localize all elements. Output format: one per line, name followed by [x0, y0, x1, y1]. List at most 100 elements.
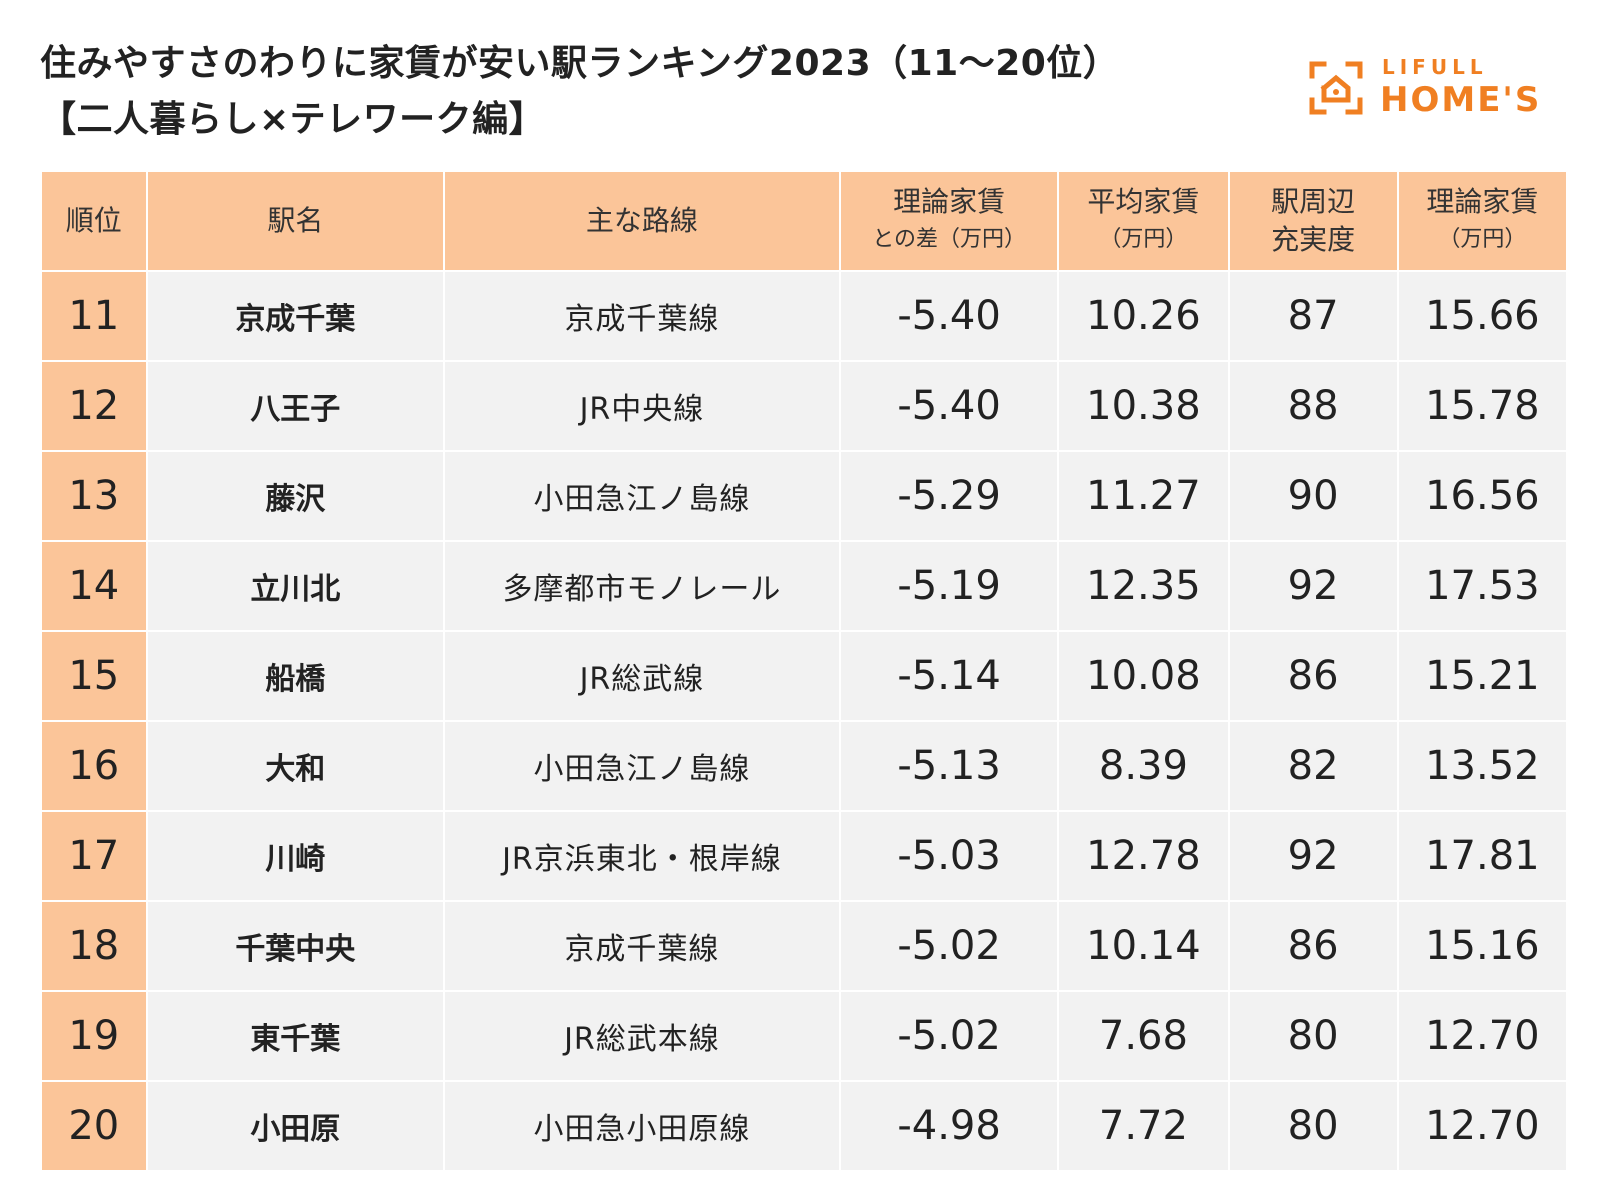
table-row: 15 船橋 JR総武線 -5.14 10.08 86 15.21 [40, 630, 1569, 722]
rank-cell: 20 [40, 1080, 148, 1172]
header-theory-line2: （万円） [1438, 227, 1527, 252]
station-name: 東千葉 [145, 990, 446, 1082]
avg-rent-value: 10.08 [1057, 630, 1230, 722]
theory-rent-value: 16.56 [1396, 450, 1569, 542]
table-row: 19 東千葉 JR総武本線 -5.02 7.68 80 12.70 [40, 990, 1569, 1082]
station-name: 千葉中央 [145, 900, 446, 992]
header-line: 主な路線 [443, 170, 841, 272]
header-avg-line2: （万円） [1099, 227, 1188, 252]
header-theory-line1: 理論家賃 [1426, 185, 1539, 218]
table-row: 18 千葉中央 京成千葉線 -5.02 10.14 86 15.16 [40, 900, 1569, 992]
ranking-table: 順位 駅名 主な路線 理論家賃 との差（万円） 平均家賃 （万円） 駅周辺 充実… [40, 170, 1569, 1172]
line-name: 小田急江ノ島線 [443, 720, 841, 812]
rank-cell: 19 [40, 990, 148, 1082]
score-value: 86 [1227, 900, 1399, 992]
diff-value: -5.40 [838, 270, 1060, 362]
station-name: 八王子 [145, 360, 446, 452]
avg-rent-value: 11.27 [1057, 450, 1230, 542]
line-name: JR中央線 [443, 360, 841, 452]
theory-rent-value: 15.16 [1396, 900, 1569, 992]
rank-cell: 11 [40, 270, 148, 362]
station-name: 大和 [145, 720, 446, 812]
theory-rent-value: 15.66 [1396, 270, 1569, 362]
table-header-row: 順位 駅名 主な路線 理論家賃 との差（万円） 平均家賃 （万円） 駅周辺 充実… [40, 170, 1569, 272]
avg-rent-value: 7.68 [1057, 990, 1230, 1082]
header-theory: 理論家賃 （万円） [1396, 170, 1569, 272]
score-value: 82 [1227, 720, 1399, 812]
avg-rent-value: 10.14 [1057, 900, 1230, 992]
header-avg: 平均家賃 （万円） [1057, 170, 1230, 272]
station-name: 船橋 [145, 630, 446, 722]
brand-logo: LIFULL HOME'S [1308, 56, 1558, 120]
rank-cell: 18 [40, 900, 148, 992]
diff-value: -4.98 [838, 1080, 1060, 1172]
score-value: 87 [1227, 270, 1399, 362]
logo-text-top: LIFULL [1382, 55, 1488, 79]
rank-cell: 17 [40, 810, 148, 902]
diff-value: -5.02 [838, 900, 1060, 992]
line-name: 多摩都市モノレール [443, 540, 841, 632]
table-row: 13 藤沢 小田急江ノ島線 -5.29 11.27 90 16.56 [40, 450, 1569, 542]
diff-value: -5.14 [838, 630, 1060, 722]
table-row: 14 立川北 多摩都市モノレール -5.19 12.35 92 17.53 [40, 540, 1569, 632]
theory-rent-value: 17.53 [1396, 540, 1569, 632]
rank-cell: 14 [40, 540, 148, 632]
station-name: 京成千葉 [145, 270, 446, 362]
header-diff: 理論家賃 との差（万円） [838, 170, 1060, 272]
header-score-line2: 充実度 [1271, 223, 1356, 256]
diff-value: -5.13 [838, 720, 1060, 812]
theory-rent-value: 15.78 [1396, 360, 1569, 452]
theory-rent-value: 12.70 [1396, 1080, 1569, 1172]
header-diff-line2: との差（万円） [872, 227, 1026, 252]
rank-cell: 15 [40, 630, 148, 722]
line-name: 京成千葉線 [443, 900, 841, 992]
score-value: 80 [1227, 1080, 1399, 1172]
house-icon [1309, 61, 1363, 115]
score-value: 80 [1227, 990, 1399, 1082]
table-row: 20 小田原 小田急小田原線 -4.98 7.72 80 12.70 [40, 1080, 1569, 1172]
diff-value: -5.19 [838, 540, 1060, 632]
station-name: 立川北 [145, 540, 446, 632]
avg-rent-value: 12.35 [1057, 540, 1230, 632]
avg-rent-value: 10.26 [1057, 270, 1230, 362]
page-title: 住みやすさのわりに家賃が安い駅ランキング2023（11～20位） 【二人暮らし×… [40, 36, 1260, 148]
theory-rent-value: 15.21 [1396, 630, 1569, 722]
header-avg-line1: 平均家賃 [1087, 185, 1200, 218]
page-title-line2: 【二人暮らし×テレワーク編】 [40, 99, 546, 140]
header-rank: 順位 [40, 170, 148, 272]
rank-cell: 12 [40, 360, 148, 452]
score-value: 86 [1227, 630, 1399, 722]
rank-cell: 13 [40, 450, 148, 542]
rank-cell: 16 [40, 720, 148, 812]
diff-value: -5.03 [838, 810, 1060, 902]
table-row: 17 川崎 JR京浜東北・根岸線 -5.03 12.78 92 17.81 [40, 810, 1569, 902]
header-score: 駅周辺 充実度 [1227, 170, 1399, 272]
header-score-line1: 駅周辺 [1271, 185, 1356, 218]
line-name: JR総武線 [443, 630, 841, 722]
score-value: 92 [1227, 540, 1399, 632]
line-name: 小田急江ノ島線 [443, 450, 841, 542]
header-station: 駅名 [145, 170, 446, 272]
header-diff-line1: 理論家賃 [893, 185, 1006, 218]
logo-text-bottom: HOME'S [1380, 80, 1542, 120]
table-row: 11 京成千葉 京成千葉線 -5.40 10.26 87 15.66 [40, 270, 1569, 362]
page-title-line1: 住みやすさのわりに家賃が安い駅ランキング2023（11～20位） [40, 43, 1120, 84]
score-value: 90 [1227, 450, 1399, 542]
line-name: 京成千葉線 [443, 270, 841, 362]
theory-rent-value: 17.81 [1396, 810, 1569, 902]
theory-rent-value: 12.70 [1396, 990, 1569, 1082]
line-name: JR総武本線 [443, 990, 841, 1082]
diff-value: -5.02 [838, 990, 1060, 1082]
avg-rent-value: 10.38 [1057, 360, 1230, 452]
avg-rent-value: 12.78 [1057, 810, 1230, 902]
score-value: 88 [1227, 360, 1399, 452]
theory-rent-value: 13.52 [1396, 720, 1569, 812]
avg-rent-value: 7.72 [1057, 1080, 1230, 1172]
table-row: 12 八王子 JR中央線 -5.40 10.38 88 15.78 [40, 360, 1569, 452]
station-name: 川崎 [145, 810, 446, 902]
avg-rent-value: 8.39 [1057, 720, 1230, 812]
table-row: 16 大和 小田急江ノ島線 -5.13 8.39 82 13.52 [40, 720, 1569, 812]
line-name: JR京浜東北・根岸線 [443, 810, 841, 902]
station-name: 小田原 [145, 1080, 446, 1172]
diff-value: -5.40 [838, 360, 1060, 452]
